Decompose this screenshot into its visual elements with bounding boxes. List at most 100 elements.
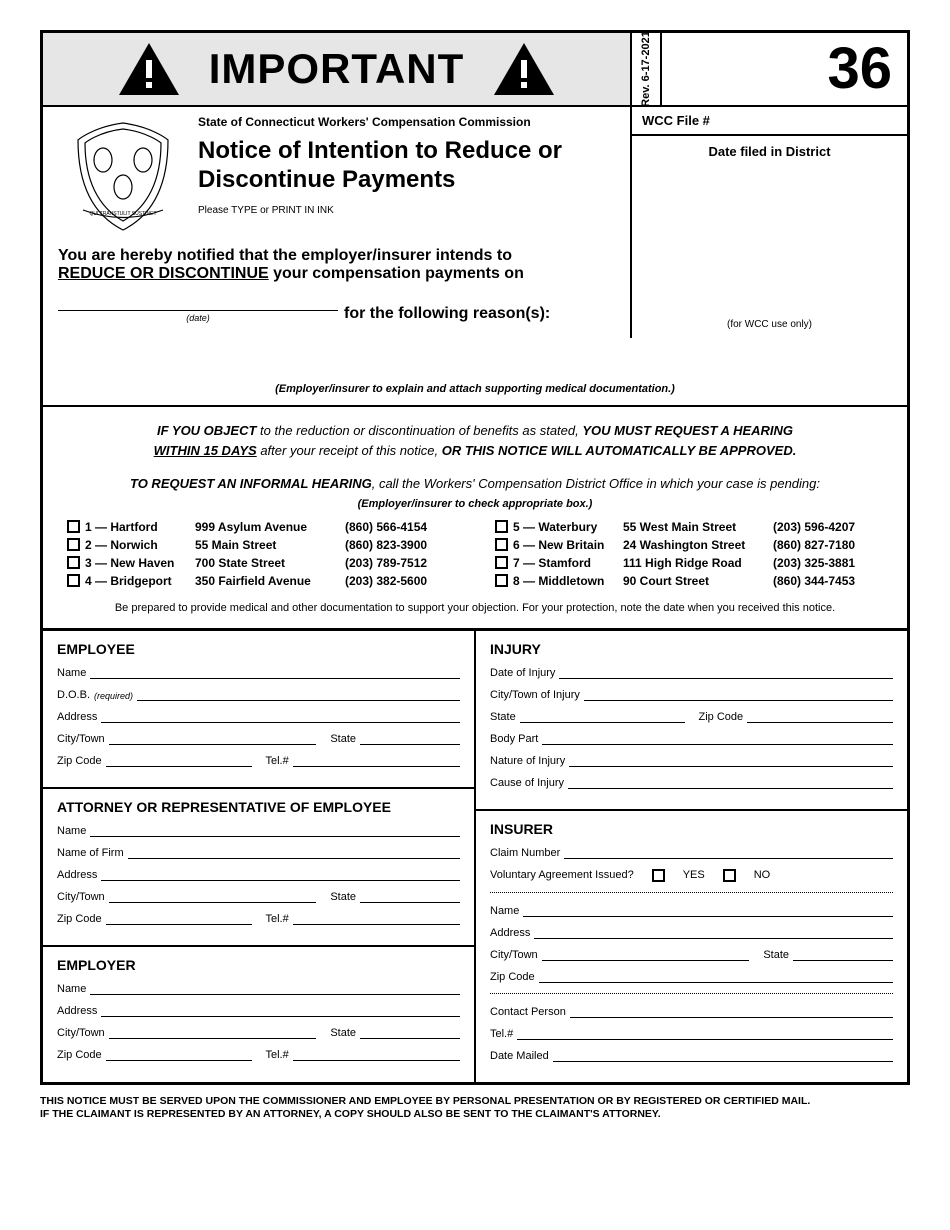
obj-1g: . [793, 443, 797, 458]
district-address: 700 State Street [195, 556, 345, 570]
right-column: INJURY Date of Injury City/Town of Injur… [476, 631, 907, 1082]
district-checkbox[interactable] [495, 520, 508, 533]
reason-label: for the following reason(s): [344, 305, 550, 323]
district-name: 8 — Middletown [513, 574, 623, 588]
district-checkbox[interactable] [67, 574, 80, 587]
empr-state-input[interactable] [360, 1027, 460, 1039]
inj-zip-input[interactable] [747, 711, 893, 723]
ins-tel-input[interactable] [517, 1028, 893, 1040]
important-title: IMPORTANT [209, 45, 465, 93]
empr-city-input[interactable] [109, 1027, 317, 1039]
inj-doi-input[interactable] [559, 667, 893, 679]
district-address: 24 Washington Street [623, 538, 773, 552]
emp-name-input[interactable] [90, 667, 460, 679]
checkbox-no[interactable] [723, 869, 736, 882]
emp-addr-input[interactable] [101, 711, 460, 723]
district-checkbox[interactable] [495, 538, 508, 551]
district-address: 111 High Ridge Road [623, 556, 773, 570]
agency-name: State of Connecticut Workers' Compensati… [198, 115, 615, 129]
ins-contact-input[interactable] [570, 1006, 893, 1018]
att-state-input[interactable] [360, 891, 460, 903]
insurer-title: INSURER [490, 821, 893, 837]
att-firm-input[interactable] [128, 847, 460, 859]
ins-mailed-lbl: Date Mailed [490, 1050, 549, 1062]
obj-2b: , call the Workers' Compensation Distric… [372, 476, 820, 491]
empr-zip-lbl: Zip Code [57, 1049, 102, 1061]
date-caption: (date) [58, 313, 338, 323]
obj-1a: IF YOU OBJECT [157, 423, 256, 438]
districts-left: 1 — Hartford999 Asylum Avenue(860) 566-4… [67, 520, 455, 588]
obj-1d: WITHIN 15 DAYS [154, 443, 257, 458]
empr-name-input[interactable] [90, 983, 460, 995]
revision-box: Rev. 6-17-2021 [632, 33, 662, 105]
district-address: 55 Main Street [195, 538, 345, 552]
inj-city-input[interactable] [584, 689, 893, 701]
wcc-file-label: WCC File # [632, 107, 907, 136]
notice-part3: your compensation payments on [269, 265, 524, 282]
ins-claim-input[interactable] [564, 847, 893, 859]
emp-zip-input[interactable] [106, 755, 252, 767]
form-number: 36 [827, 40, 892, 98]
emp-dob-lbl: D.O.B. [57, 689, 90, 701]
emp-zip-lbl: Zip Code [57, 755, 102, 767]
district-address: 90 Court Street [623, 574, 773, 588]
objection-p1: IF YOU OBJECT to the reduction or discon… [63, 421, 887, 460]
revision-date: Rev. 6-17-2021 [640, 31, 652, 107]
district-name: 7 — Stamford [513, 556, 623, 570]
att-name-input[interactable] [90, 825, 460, 837]
att-tel-input[interactable] [293, 913, 460, 925]
district-name: 1 — Hartford [85, 520, 195, 534]
ins-state-input[interactable] [793, 949, 893, 961]
att-zip-lbl: Zip Code [57, 913, 102, 925]
form-number-box: 36 [662, 33, 907, 105]
inj-cause-lbl: Cause of Injury [490, 777, 564, 789]
ins-zip-lbl: Zip Code [490, 971, 535, 983]
empr-addr-lbl: Address [57, 1005, 97, 1017]
emp-dob-input[interactable] [137, 689, 460, 701]
ins-name-input[interactable] [523, 905, 893, 917]
inj-state-input[interactable] [520, 711, 685, 723]
att-city-input[interactable] [109, 891, 317, 903]
ins-mailed-input[interactable] [553, 1050, 893, 1062]
districts-right: 5 — Waterbury55 West Main Street(203) 59… [495, 520, 883, 588]
checkbox-yes[interactable] [652, 869, 665, 882]
header-row: IMPORTANT Rev. 6-17-2021 36 [43, 33, 907, 107]
district-checkbox[interactable] [67, 538, 80, 551]
right-boxes: WCC File # Date filed in District (for W… [632, 107, 907, 338]
objection-p2: TO REQUEST AN INFORMAL HEARING, call the… [63, 474, 887, 494]
ins-contact-lbl: Contact Person [490, 1006, 566, 1018]
employee-title: EMPLOYEE [57, 641, 460, 657]
inj-nature-input[interactable] [569, 755, 893, 767]
inj-cause-input[interactable] [568, 777, 893, 789]
att-addr-input[interactable] [101, 869, 460, 881]
empr-tel-lbl: Tel.# [266, 1049, 289, 1061]
att-zip-input[interactable] [106, 913, 252, 925]
emp-state-input[interactable] [360, 733, 460, 745]
emp-tel-input[interactable] [293, 755, 460, 767]
section-insurer: INSURER Claim Number Voluntary Agreement… [476, 811, 907, 1082]
voluntary-agreement-row: Voluntary Agreement Issued? YES NO [490, 869, 893, 882]
empr-addr-input[interactable] [101, 1005, 460, 1017]
ins-state-lbl: State [763, 949, 789, 961]
title-row: QUI TRANSTULIT SUSTINET State of Connect… [43, 107, 907, 338]
inj-body-input[interactable] [542, 733, 893, 745]
date-input[interactable] [58, 293, 338, 311]
yes-lbl: YES [683, 869, 705, 881]
ins-zip-input[interactable] [539, 971, 893, 983]
inj-body-lbl: Body Part [490, 733, 538, 745]
district-checkbox[interactable] [67, 520, 80, 533]
ins-city-input[interactable] [542, 949, 750, 961]
ins-addr-input[interactable] [534, 927, 893, 939]
district-checkbox[interactable] [495, 574, 508, 587]
empr-zip-input[interactable] [106, 1049, 252, 1061]
obj-1c: YOU MUST REQUEST A HEARING [582, 423, 793, 438]
att-addr-lbl: Address [57, 869, 97, 881]
inj-zip-lbl: Zip Code [699, 711, 744, 723]
district-checkbox[interactable] [67, 556, 80, 569]
attorney-title: ATTORNEY OR REPRESENTATIVE OF EMPLOYEE [57, 799, 460, 815]
state-seal-icon: QUI TRANSTULIT SUSTINET [58, 115, 188, 235]
emp-city-input[interactable] [109, 733, 317, 745]
empr-tel-input[interactable] [293, 1049, 460, 1061]
district-tel: (860) 823-3900 [345, 538, 455, 552]
district-checkbox[interactable] [495, 556, 508, 569]
